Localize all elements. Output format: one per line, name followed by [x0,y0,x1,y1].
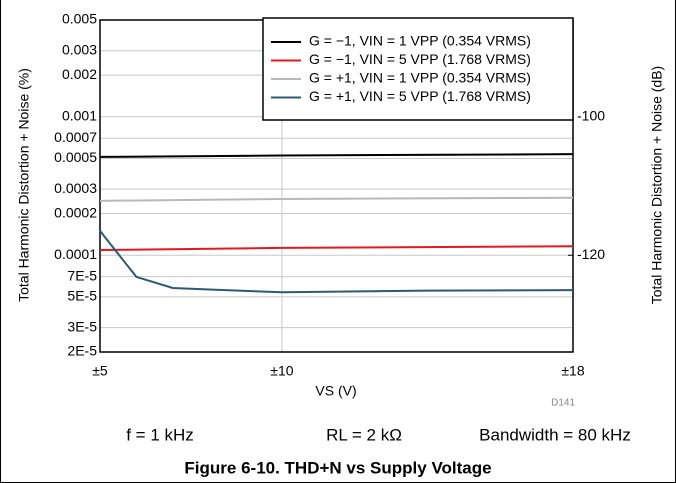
y-tick-label: 0.003 [62,41,97,57]
y-tick-label: 0.005 [62,11,97,27]
y2-tick-label: -100 [577,107,605,123]
y-tick-label: 0.0003 [54,180,97,196]
y-tick-label: 0.001 [62,107,97,123]
y-tick-label: 7E-5 [67,267,97,283]
line-series [99,230,574,294]
chart-title: Figure 6-10. THD+N vs Supply Voltage [184,458,491,477]
legend-label: G = −1, VIN = 1 VPP (0.354 VRMS) [309,33,531,49]
y-tick-label: 0.0005 [54,149,97,165]
legend-label: G = −1, VIN = 5 VPP (1.768 VRMS) [309,51,531,67]
y-tick-label: 0.0001 [54,246,97,262]
y2-axis-label: Total Harmonic Distortion + Noise (dB) [649,66,665,304]
annotation: Bandwidth = 80 kHz [479,425,631,444]
line-series [99,245,574,252]
y2-tick-label: -120 [577,246,605,262]
annotation: f = 1 kHz [126,425,194,444]
y-tick-label: 2E-5 [67,343,97,359]
legend-box [262,17,574,121]
y-axis-label: Total Harmonic Distortion + Noise (%) [16,68,32,302]
x-axis-label: VS (V) [315,383,356,399]
y-tick-label: 0.0002 [54,204,97,220]
y-tick-label: 3E-5 [67,318,97,334]
x-tick-label: ±18 [561,363,584,379]
annotation: RL = 2 kΩ [326,425,402,444]
annotation: D141 [551,398,575,409]
x-tick-label: ±10 [270,363,293,379]
legend-label: G = +1, VIN = 5 VPP (1.768 VRMS) [309,88,531,104]
y-tick-label: 0.0007 [54,129,97,145]
y-tick-label: 0.002 [62,66,97,82]
line-series [99,196,574,202]
line-series [99,153,574,158]
legend-label: G = +1, VIN = 1 VPP (0.354 VRMS) [309,70,531,86]
y-tick-label: 5E-5 [67,288,97,304]
x-tick-label: ±5 [92,363,108,379]
